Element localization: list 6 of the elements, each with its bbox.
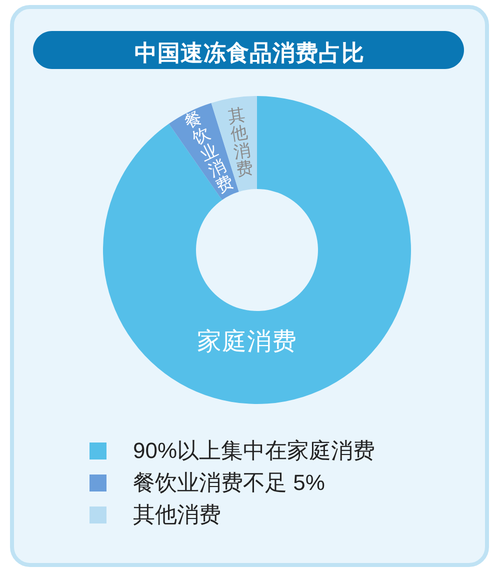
- text: 家庭消费: [197, 328, 297, 356]
- legend-label: 其他消费: [133, 502, 221, 527]
- legend-label: 90%以上集中在家庭消费: [133, 438, 376, 463]
- chart-title: 中国速冻食品消费占比: [134, 40, 364, 66]
- donut-slice: [103, 96, 411, 404]
- legend-label: 餐饮业消费不足 5%: [133, 470, 325, 495]
